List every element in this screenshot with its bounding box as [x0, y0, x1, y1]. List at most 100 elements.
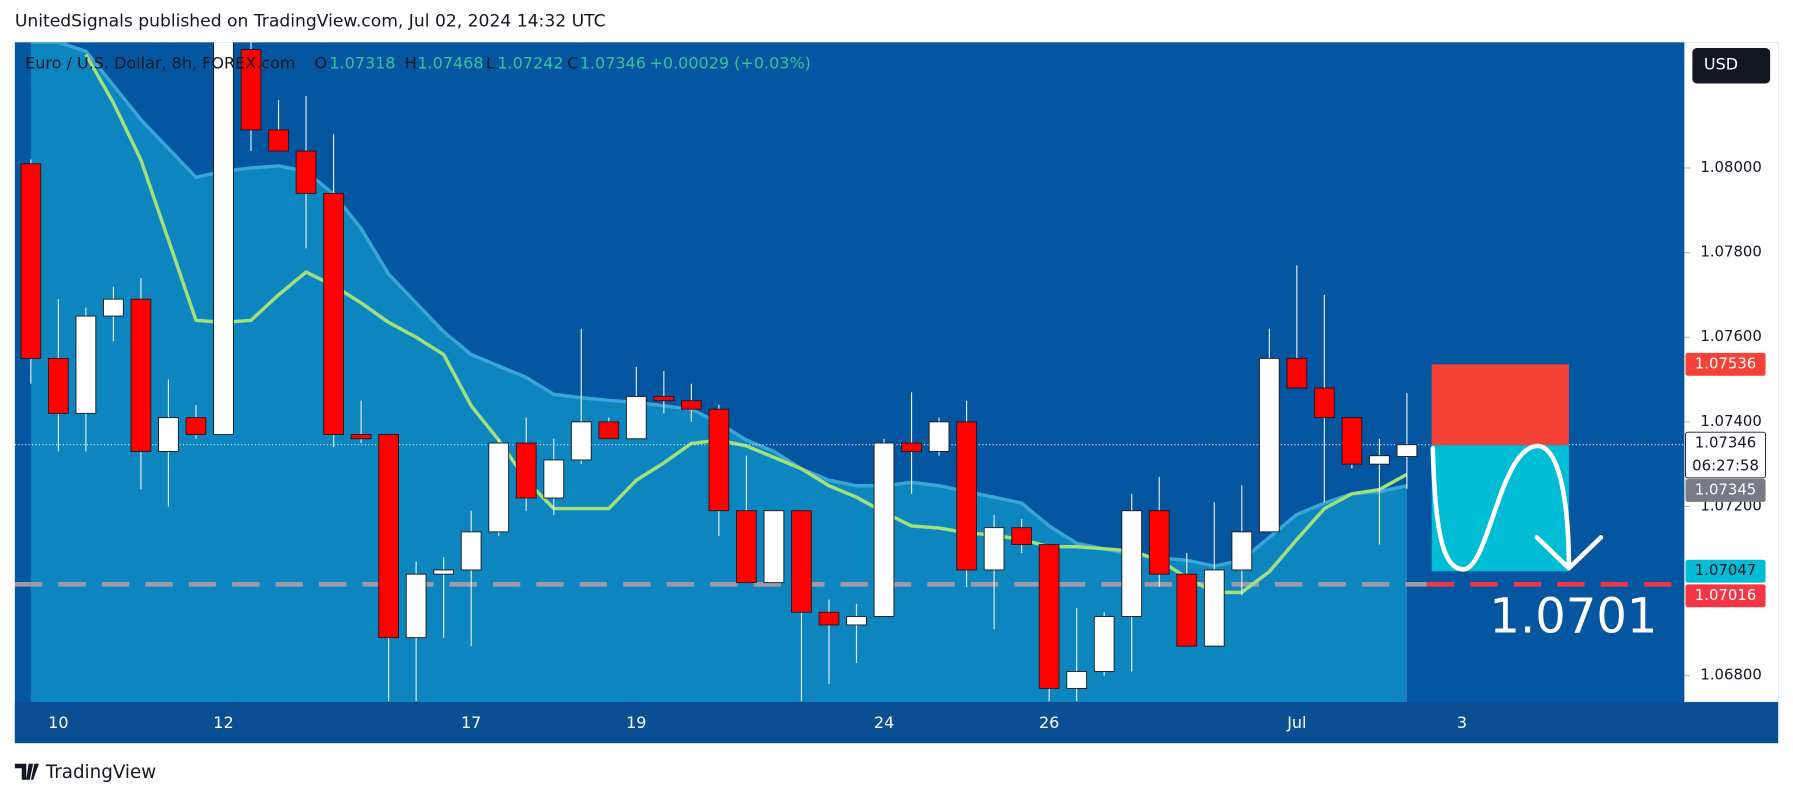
candle-body — [846, 616, 867, 626]
candle-body — [1093, 616, 1115, 672]
entry-label: 1.07345 — [1695, 480, 1756, 498]
legend-key: C — [567, 54, 578, 73]
candle-body — [570, 421, 592, 461]
candle-body — [653, 396, 675, 402]
legend: Euro / U.S. Dollar, 8h, FOREX.com O 1.07… — [25, 54, 811, 73]
candle-body — [1011, 527, 1032, 546]
x-tick-label: 12 — [213, 713, 233, 732]
candle-body — [818, 611, 840, 626]
candle-body — [1314, 387, 1335, 419]
candle-body — [1038, 544, 1060, 689]
annotation: 1.0701 — [1489, 589, 1657, 645]
y-tick-label: 1.08000 — [1700, 158, 1761, 176]
y-tick-label: 1.07800 — [1700, 243, 1761, 261]
x-tick-label: 26 — [1039, 713, 1059, 732]
candle-body — [736, 510, 757, 584]
candle-body — [680, 400, 702, 410]
currency-button[interactable] — [1692, 48, 1771, 84]
candle-body — [1121, 510, 1143, 617]
candle-body — [47, 357, 69, 414]
candle-body — [75, 315, 97, 414]
legend-key: L — [486, 54, 495, 73]
candle-body — [433, 569, 455, 575]
countdown: 06:27:58 — [1692, 456, 1759, 474]
candle-body — [20, 163, 42, 359]
candle-body — [1231, 531, 1253, 571]
target-label-bg — [1685, 559, 1766, 583]
y-tick-label: 1.06800 — [1700, 666, 1761, 684]
candle-body — [323, 192, 344, 436]
legend-value: 1.07318 — [329, 54, 395, 73]
stop-label: 1.07536 — [1695, 354, 1756, 372]
candle-body — [763, 510, 785, 584]
symbol: Euro / U.S. Dollar, 8h, FOREX.com — [25, 54, 295, 73]
candle-body — [185, 417, 207, 436]
legend-value: 1.07242 — [497, 54, 563, 73]
candle-body — [1396, 444, 1418, 458]
candle-body — [460, 531, 482, 571]
legend-change: +0.00029 (+0.03%) — [650, 54, 811, 73]
brand: TradingView — [45, 762, 157, 783]
candle-body — [1286, 357, 1308, 389]
candle-body — [598, 421, 620, 440]
price-label-bg — [1685, 431, 1767, 479]
candle-body — [1369, 455, 1390, 465]
candle-body — [708, 408, 730, 512]
publish-header: UnitedSignals published on TradingView.c… — [15, 12, 606, 32]
logo-mark — [14, 763, 39, 780]
x-tick-label: Jul — [1286, 713, 1306, 732]
candle-body — [1203, 569, 1225, 647]
candle-body — [1066, 671, 1088, 689]
candle-body — [983, 527, 1005, 571]
logo: TradingView — [14, 762, 157, 783]
y-tick-label: 1.07600 — [1700, 327, 1761, 345]
candle-body — [158, 417, 179, 452]
candle-body — [1258, 357, 1280, 533]
candle-body — [625, 396, 647, 440]
legend-key: O — [314, 54, 327, 73]
time-axis — [14, 701, 1779, 744]
currency-label: USD — [1704, 55, 1738, 74]
candle-body — [956, 421, 977, 571]
target-zone — [1431, 445, 1569, 572]
candle-body — [1148, 510, 1170, 575]
candle-body — [901, 442, 922, 452]
y-tick-label: 1.07400 — [1700, 412, 1761, 430]
candle-body — [1341, 417, 1363, 465]
candle-body — [350, 434, 372, 440]
candle-body — [103, 298, 124, 317]
candle-body — [213, 42, 234, 436]
candle-body — [1176, 573, 1198, 647]
stop-zone — [1431, 364, 1569, 446]
candle-body — [791, 510, 812, 613]
overlay: 1.068001.072001.074001.076001.078001.080… — [48, 158, 1762, 732]
x-tick-label: 17 — [461, 713, 481, 732]
x-tick-label: 10 — [48, 713, 68, 732]
legend-value: 1.07468 — [417, 54, 483, 73]
candle-body — [378, 434, 399, 639]
target-label: 1.07047 — [1695, 561, 1756, 579]
candle-body — [268, 129, 289, 152]
level-label: 1.07016 — [1695, 586, 1756, 604]
level-label-bg — [1685, 584, 1766, 608]
candle-body — [295, 150, 317, 194]
candle-body — [515, 442, 537, 499]
candle-body — [405, 573, 427, 639]
entry-label-bg — [1685, 479, 1766, 502]
candle-body — [928, 421, 950, 452]
candle-body — [488, 442, 510, 533]
drawn-arrow — [1430, 443, 1604, 572]
stop-label-bg — [1685, 352, 1766, 376]
candle-body — [130, 298, 152, 452]
candle-body — [240, 49, 262, 131]
candle-body — [543, 459, 565, 499]
x-tick-label: 24 — [874, 713, 894, 732]
legend-value: 1.07346 — [580, 54, 646, 73]
price-label: 1.07346 — [1695, 434, 1756, 452]
candle-body — [873, 442, 895, 617]
legend-key: H — [405, 54, 417, 73]
x-tick-label: 19 — [626, 713, 646, 732]
band-fill — [30, 42, 1407, 702]
